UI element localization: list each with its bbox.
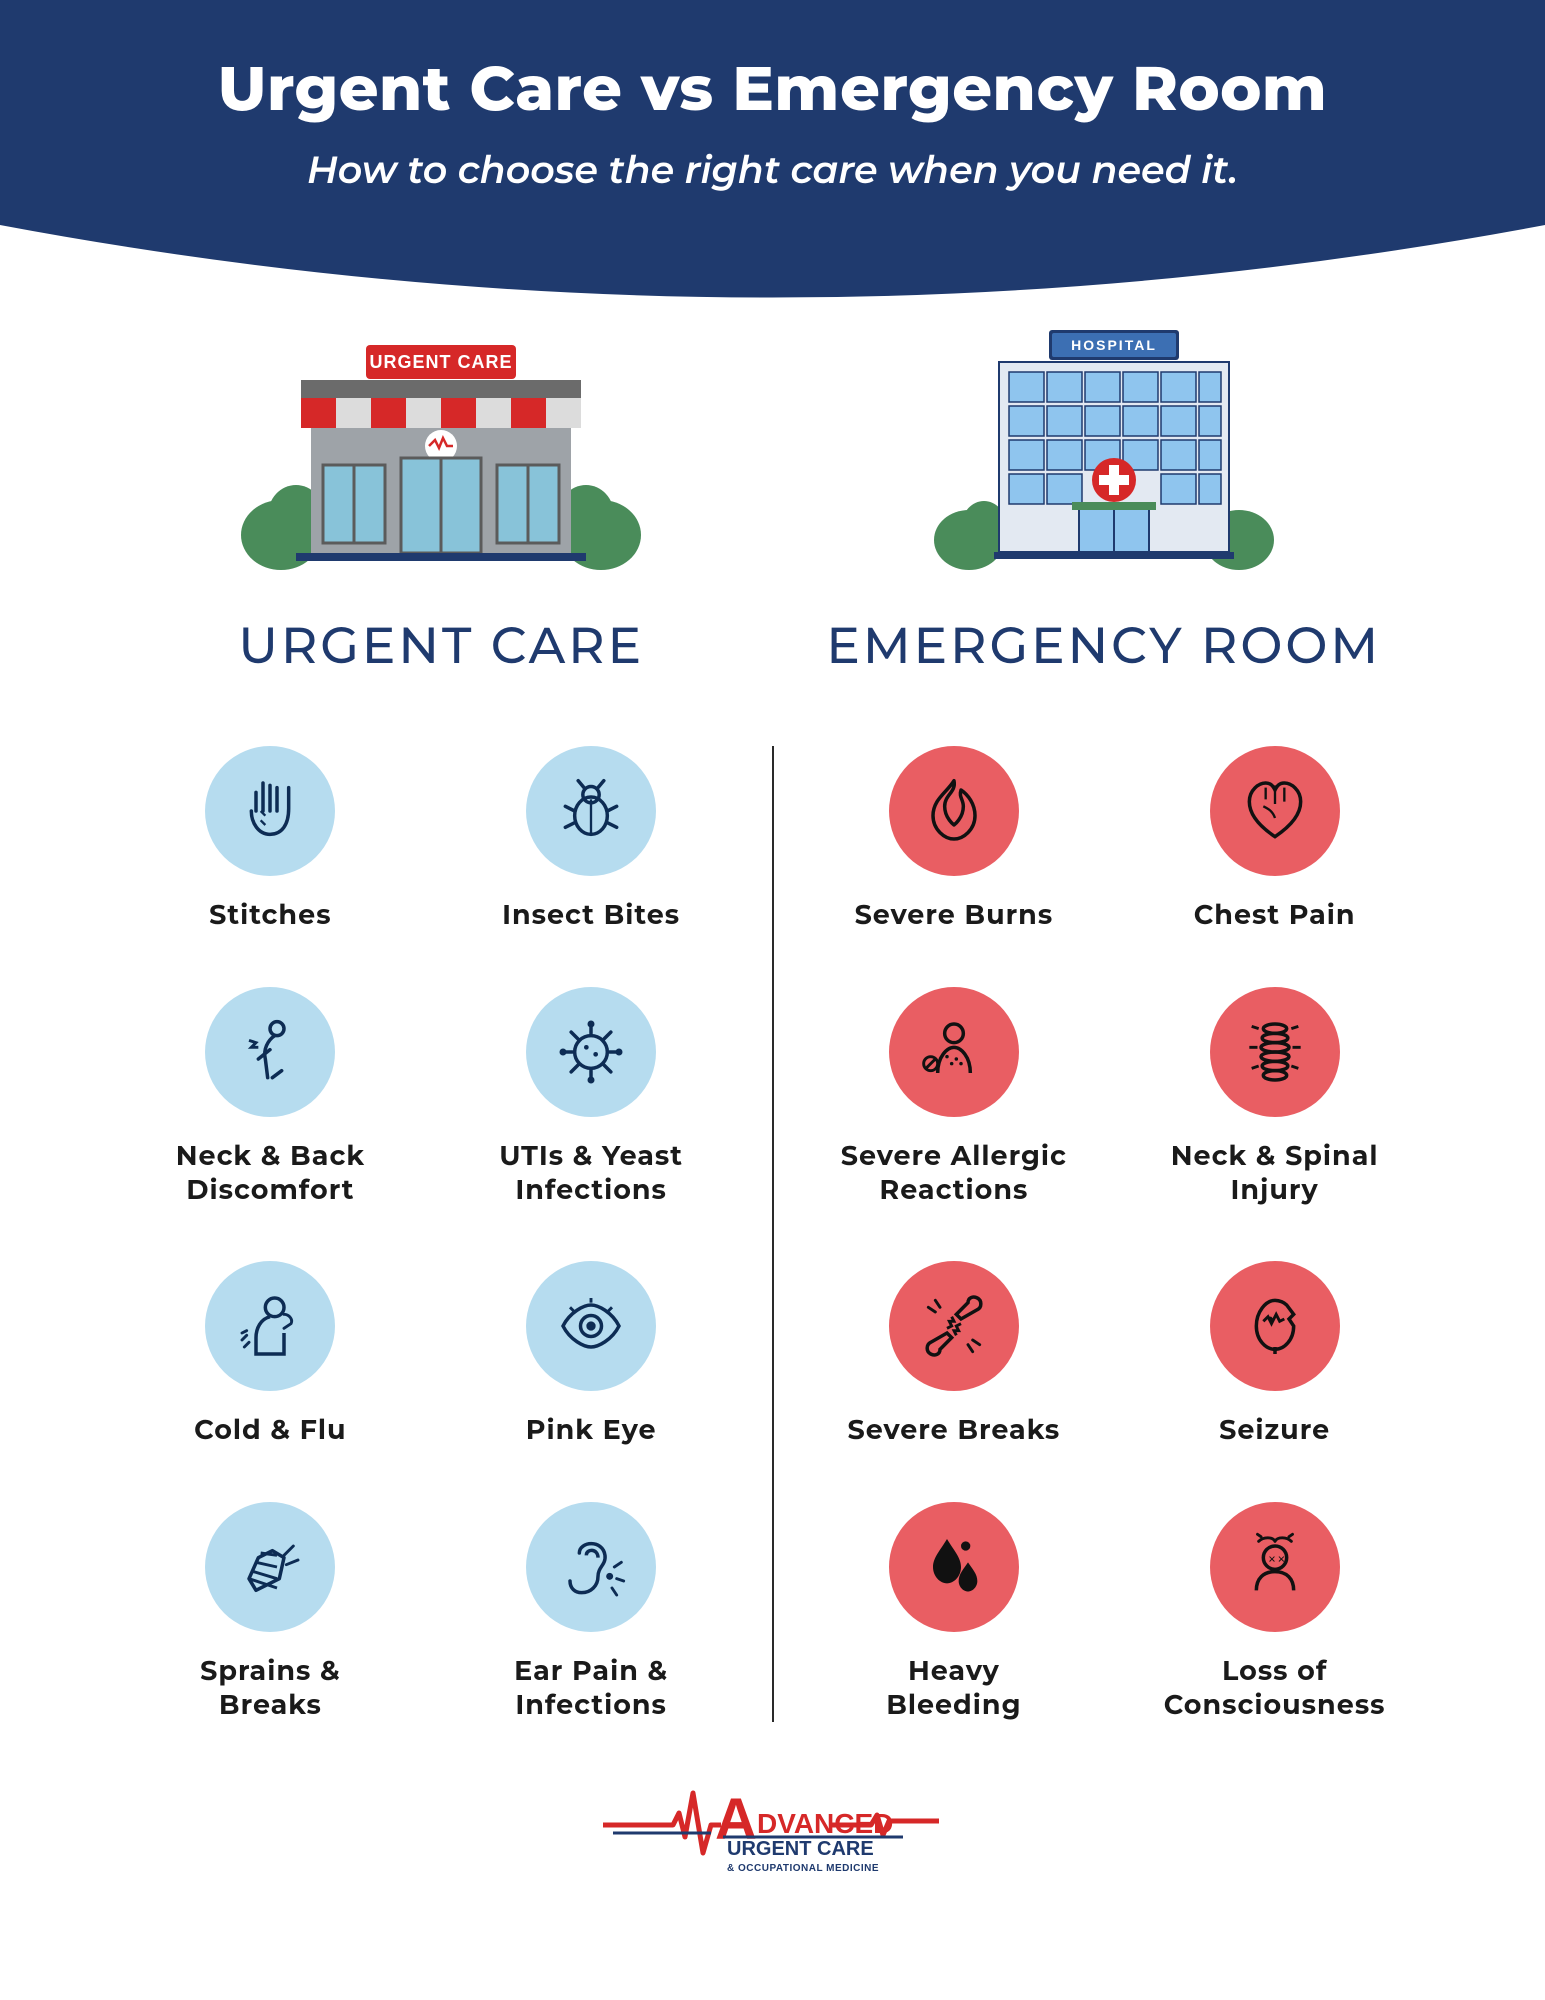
bleed-icon bbox=[889, 1502, 1019, 1632]
urgent-care-sign-text: URGENT CARE bbox=[370, 352, 513, 372]
eye-icon bbox=[526, 1261, 656, 1391]
urgent-care-label: Sprains & Breaks bbox=[200, 1654, 341, 1722]
urgent-care-label: Cold & Flu bbox=[194, 1413, 346, 1447]
divider-line bbox=[772, 746, 774, 1722]
emergency-room-item: Severe Breaks bbox=[824, 1261, 1084, 1447]
hero-header: Urgent Care vs Emergency Room How to cho… bbox=[0, 0, 1545, 330]
ear-icon bbox=[526, 1502, 656, 1632]
page-title: Urgent Care vs Emergency Room bbox=[0, 0, 1545, 126]
emergency-room-item: Heavy Bleeding bbox=[824, 1502, 1084, 1722]
bandage-icon bbox=[205, 1502, 335, 1632]
urgent-care-grid: Stitches Insect Bites Neck & Back Discomfo… bbox=[120, 746, 742, 1722]
urgent-care-item: Insect Bites bbox=[461, 746, 721, 932]
emergency-room-item: Loss of Consciousness bbox=[1145, 1502, 1405, 1722]
buildings-row: URGENT CARE bbox=[0, 320, 1545, 580]
emergency-room-label: Severe Burns bbox=[855, 898, 1054, 932]
urgent-care-building: URGENT CARE bbox=[201, 340, 681, 580]
urgent-care-item: Sprains & Breaks bbox=[140, 1502, 400, 1722]
germ-icon bbox=[526, 987, 656, 1117]
spine-icon bbox=[1210, 987, 1340, 1117]
emergency-room-label: Loss of Consciousness bbox=[1164, 1654, 1386, 1722]
hand-icon bbox=[205, 746, 335, 876]
urgent-care-heading: URGENT CARE bbox=[151, 615, 731, 676]
urgent-care-label: Pink Eye bbox=[526, 1413, 657, 1447]
emergency-room-label: Seizure bbox=[1219, 1413, 1330, 1447]
emergency-room-label: Severe Allergic Reactions bbox=[841, 1139, 1067, 1207]
brain-icon bbox=[1210, 1261, 1340, 1391]
urgent-care-item: UTIs & Yeast Infections bbox=[461, 987, 721, 1207]
urgent-care-item: Ear Pain & Infections bbox=[461, 1502, 721, 1722]
emergency-room-item: Severe Allergic Reactions bbox=[824, 987, 1084, 1207]
emergency-room-item: Chest Pain bbox=[1145, 746, 1405, 932]
hospital-sign-text: HOSPITAL bbox=[1071, 337, 1157, 353]
backpain-icon bbox=[205, 987, 335, 1117]
urgent-care-item: Neck & Back Discomfort bbox=[140, 987, 400, 1207]
page-subtitle: How to choose the right care when you ne… bbox=[0, 146, 1545, 193]
flame-icon bbox=[889, 746, 1019, 876]
urgent-care-item: Stitches bbox=[140, 746, 400, 932]
footer-logo: A DVANCED URGENT CARE & OCCUPATIONAL MED… bbox=[0, 1777, 1545, 1887]
logo-line2: URGENT CARE bbox=[727, 1838, 874, 1860]
emergency-room-label: Chest Pain bbox=[1194, 898, 1356, 932]
logo-line3: & OCCUPATIONAL MEDICINE bbox=[727, 1863, 879, 1874]
emergency-room-item: Neck & Spinal Injury bbox=[1145, 987, 1405, 1207]
heart-icon bbox=[1210, 746, 1340, 876]
urgent-care-item: Cold & Flu bbox=[140, 1261, 400, 1447]
allergy-icon bbox=[889, 987, 1019, 1117]
urgent-care-label: UTIs & Yeast Infections bbox=[499, 1139, 683, 1207]
emergency-room-heading: EMERGENCY ROOM bbox=[814, 615, 1394, 676]
dizzy-icon bbox=[1210, 1502, 1340, 1632]
emergency-room-label: Severe Breaks bbox=[848, 1413, 1061, 1447]
column-headings: URGENT CARE EMERGENCY ROOM bbox=[0, 615, 1545, 676]
urgent-care-label: Ear Pain & Infections bbox=[514, 1654, 668, 1722]
emergency-room-grid: Severe Burns Chest Pain Severe Allergic Re… bbox=[804, 746, 1426, 1722]
compare-section: Stitches Insect Bites Neck & Back Discomfo… bbox=[0, 746, 1545, 1722]
emergency-room-item: Severe Burns bbox=[824, 746, 1084, 932]
brokenbone-icon bbox=[889, 1261, 1019, 1391]
emergency-room-label: Neck & Spinal Injury bbox=[1171, 1139, 1379, 1207]
hospital-building: HOSPITAL bbox=[864, 330, 1344, 580]
emergency-room-label: Heavy Bleeding bbox=[886, 1654, 1021, 1722]
urgent-care-label: Stitches bbox=[209, 898, 331, 932]
emergency-room-item: Seizure bbox=[1145, 1261, 1405, 1447]
urgent-care-label: Neck & Back Discomfort bbox=[176, 1139, 365, 1207]
urgent-care-item: Pink Eye bbox=[461, 1261, 721, 1447]
urgent-care-label: Insect Bites bbox=[502, 898, 680, 932]
cough-icon bbox=[205, 1261, 335, 1391]
bug-icon bbox=[526, 746, 656, 876]
logo-line1: DVANCED bbox=[757, 1808, 893, 1839]
